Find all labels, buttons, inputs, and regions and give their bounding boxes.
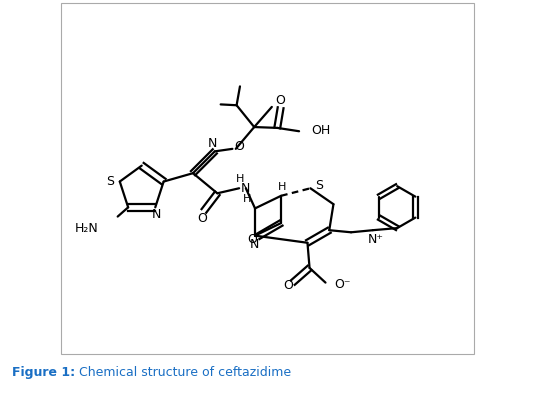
Text: O: O: [276, 94, 286, 107]
Text: H: H: [278, 182, 286, 192]
Text: S: S: [315, 179, 323, 192]
Text: H₂N: H₂N: [75, 222, 99, 235]
Text: O: O: [197, 212, 207, 225]
Text: H: H: [243, 194, 251, 204]
Text: H: H: [236, 174, 244, 184]
Text: N: N: [208, 137, 217, 150]
Text: O: O: [234, 140, 243, 153]
Text: Chemical structure of ceftazidime: Chemical structure of ceftazidime: [79, 366, 291, 379]
Text: N⁺: N⁺: [368, 233, 384, 246]
Text: N: N: [241, 182, 250, 195]
Text: O⁻: O⁻: [335, 278, 351, 291]
Text: N: N: [152, 208, 161, 221]
Text: O: O: [247, 233, 257, 246]
Text: Figure 1:: Figure 1:: [12, 366, 75, 379]
Text: O: O: [283, 280, 293, 293]
Text: S: S: [106, 175, 114, 188]
Text: N: N: [249, 238, 259, 251]
Text: OH: OH: [311, 124, 330, 137]
